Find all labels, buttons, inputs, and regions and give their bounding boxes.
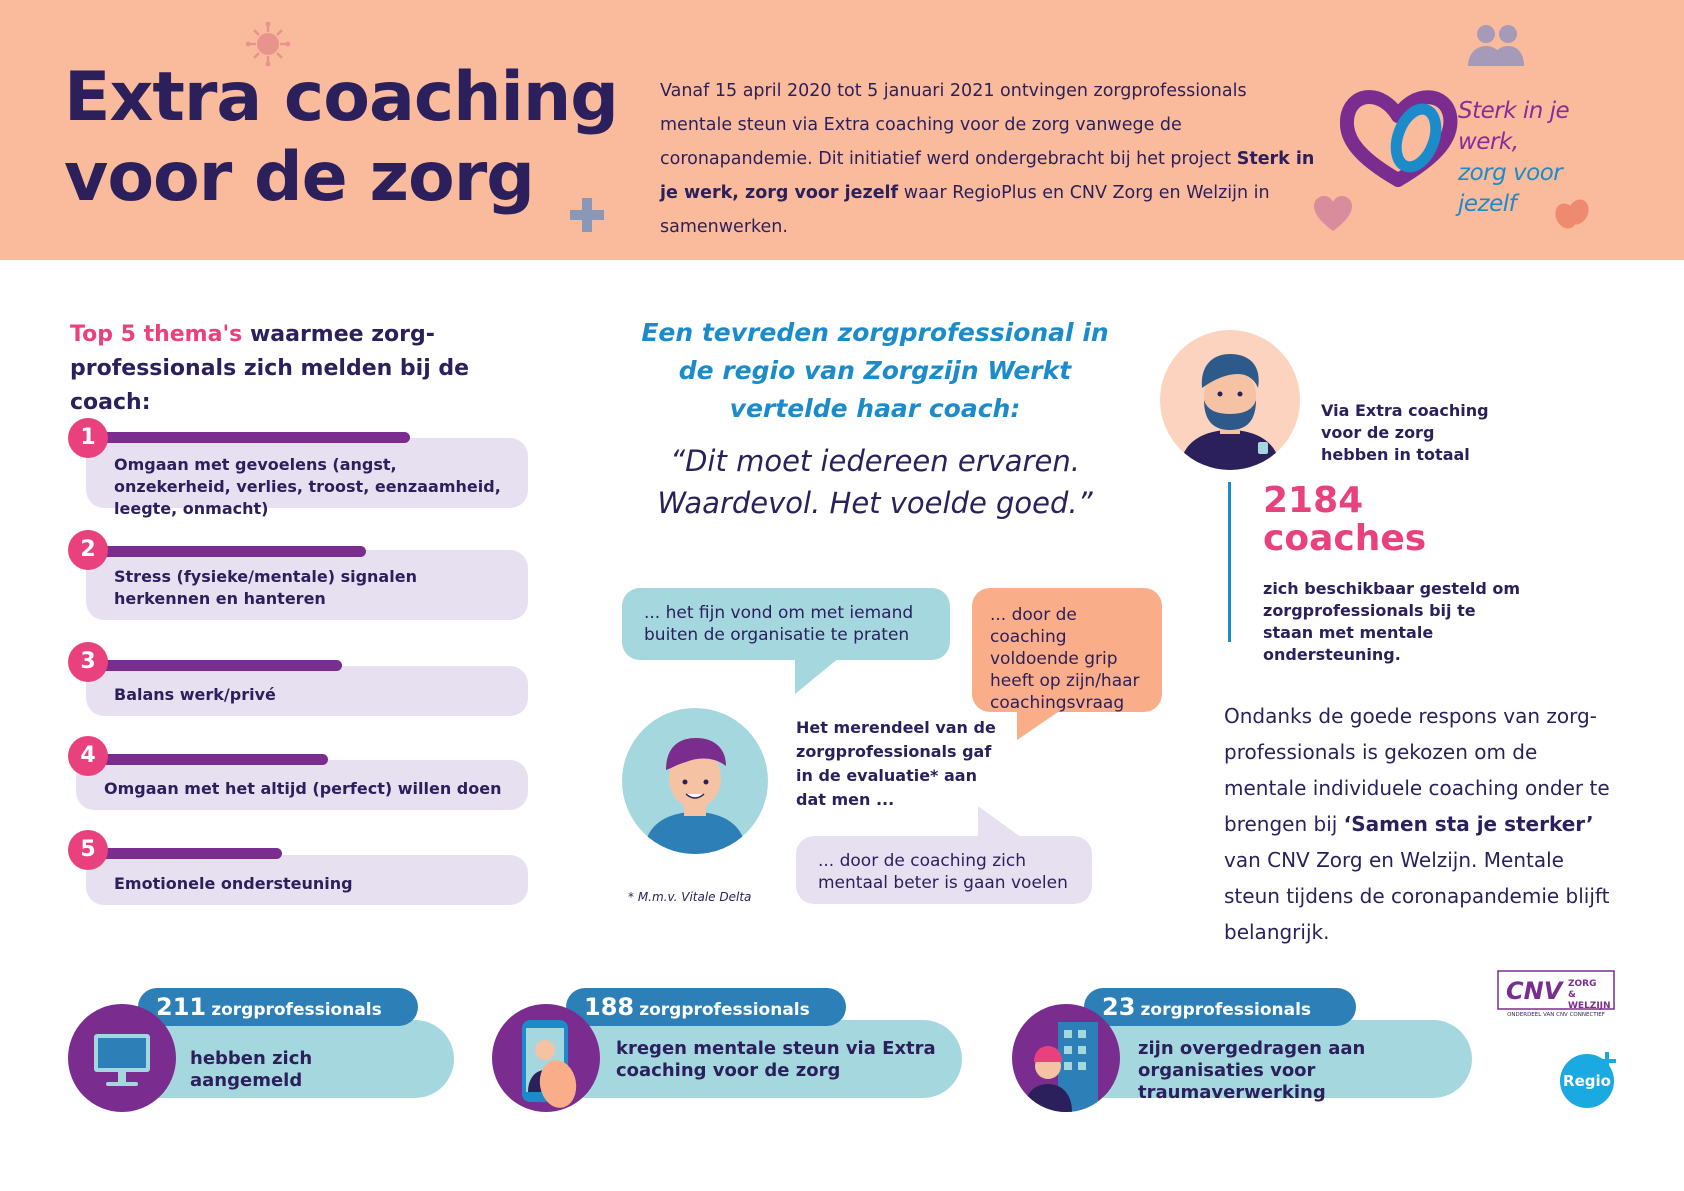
hands-icon: [1555, 199, 1589, 229]
top5-heading: Top 5 thema's waarmee zorg-professionals…: [70, 322, 470, 415]
logo-line-2: zorg voor jezelf: [1458, 160, 1563, 217]
cnv-tagline: ONDERDEEL VAN CNV CONNECTIEF: [1507, 1012, 1605, 1018]
stat-label: 23 zorgprofessionals: [1084, 988, 1356, 1026]
stat-text: kregen mentale steun via Extra coaching …: [616, 1038, 936, 1081]
bubble-text: ... het fijn vond om met iemand buiten d…: [644, 603, 914, 645]
stat-label: 188 zorgprofessionals: [566, 988, 846, 1026]
theme-bar: [96, 546, 366, 557]
speech-bubble-2: ... door de coaching voldoende grip heef…: [972, 588, 1162, 713]
coaches-count: 2184 coaches: [1263, 482, 1426, 558]
regio-text: Regio: [1563, 1072, 1611, 1090]
bubble-text: ... door de coaching zich mentaal beter …: [818, 851, 1068, 893]
title-line-2: voor de zorg: [64, 138, 535, 217]
quote-heading: Een tevreden zorgprofessional in de regi…: [641, 318, 1109, 423]
theme-bar: [96, 432, 410, 443]
cnv-logo: [1497, 970, 1615, 1010]
bubble-tail: [978, 806, 1022, 838]
theme-text: Omgaan met het altijd (perfect) willen d…: [104, 779, 502, 798]
logo-line-1: Sterk in je werk,: [1458, 98, 1570, 155]
theme-number: 4: [68, 736, 108, 776]
stat-unit: zorgprofessionals: [211, 1000, 382, 1020]
stat-label: 211 zorgprofessionals: [138, 988, 418, 1026]
divider-line: [1228, 482, 1231, 642]
stat-number: 211: [156, 993, 207, 1021]
stat-card: [1068, 1020, 1472, 1098]
theme-number: 3: [68, 642, 108, 682]
closing-paragraph: Ondanks de goede respons van zorg-profes…: [1224, 704, 1610, 944]
theme-text: Omgaan met gevoelens (angst, onzekerheid…: [114, 455, 501, 518]
logo-heart-icon: [1340, 90, 1458, 187]
coaches-intro: Via Extra coaching voor de zorg hebben i…: [1321, 401, 1489, 464]
heart-icon: [1314, 196, 1352, 231]
page-title: Extra coaching voor de zorg: [64, 58, 619, 218]
evaluation-intro: Het merendeel van de zorgprofessionals g…: [796, 718, 996, 809]
cnv-logo-text: CNV ZORG & WELZIJN: [1504, 976, 1614, 1011]
stat-icon-circle: [492, 1004, 600, 1112]
theme-item: Omgaan met het altijd (perfect) willen d…: [76, 760, 528, 810]
stat-number: 23: [1102, 993, 1136, 1021]
theme-number: 1: [68, 418, 108, 458]
coaches-unit: coaches: [1263, 518, 1427, 559]
title-line-1: Extra coaching: [64, 58, 619, 137]
person-building-icon: [1024, 1022, 1098, 1112]
stat-icon-circle: [68, 1004, 176, 1112]
speech-bubble-3: ... door de coaching zich mentaal beter …: [796, 836, 1092, 904]
theme-text: Stress (fysieke/mentale) signalen herken…: [114, 567, 417, 608]
theme-item: Balans werk/privé: [86, 666, 528, 716]
regio-plus-icon: [1598, 1052, 1616, 1070]
theme-text: Balans werk/privé: [114, 685, 276, 704]
cnv-main: CNV: [1506, 977, 1563, 1005]
bubble-text: ... door de coaching voldoende grip heef…: [990, 605, 1140, 713]
intro-text: Vanaf 15 april 2020 tot 5 januari 2021 o…: [660, 81, 1315, 237]
stat-unit: zorgprofessionals: [1140, 1000, 1312, 1020]
stat-number: 188: [584, 993, 635, 1021]
cnv-sub-2: & WELZIJN: [1568, 990, 1611, 1011]
coaches-number: 2184: [1263, 480, 1364, 521]
bubble-tail: [795, 658, 839, 694]
sterk-logo: Sterk in je werk, zorg voor jezelf: [1340, 84, 1620, 217]
footnote: * M.m.v. Vitale Delta: [628, 890, 752, 904]
theme-bar: [96, 848, 282, 859]
theme-item: Stress (fysieke/mentale) signalen herken…: [86, 550, 528, 620]
theme-text: Emotionele ondersteuning: [114, 874, 353, 893]
bubble-tail: [1017, 710, 1061, 740]
cnv-sub-1: ZORG: [1568, 979, 1597, 989]
monitor-icon: [94, 1034, 150, 1086]
woman-avatar-icon: [622, 708, 768, 854]
stat-icon-circle: [1012, 1004, 1120, 1112]
stat-text: hebben zich aangemeld: [190, 1048, 313, 1091]
theme-number: 2: [68, 530, 108, 570]
coach-avatar-icon: [1160, 330, 1300, 470]
theme-bar: [96, 660, 342, 671]
header-banner: Extra coaching voor de zorg Vanaf 15 apr…: [0, 0, 1684, 260]
coaches-description: zich beschikbaar gesteld om zorgprofessi…: [1263, 579, 1521, 664]
speech-bubble-1: ... het fijn vond om met iemand buiten d…: [622, 588, 950, 660]
plus-icon: [570, 198, 604, 232]
theme-bar: [96, 754, 328, 765]
virus-icon: [246, 22, 290, 66]
stat-text: zijn overgedragen aan organisaties voor …: [1138, 1038, 1366, 1103]
quote-text: “Dit moet iedereen ervaren. Waardevol. H…: [657, 444, 1093, 520]
theme-item: Emotionele ondersteuning: [86, 855, 528, 905]
phone-icon: [522, 1020, 577, 1108]
theme-number: 5: [68, 830, 108, 870]
people-icon: [1468, 25, 1524, 66]
theme-item: Omgaan met gevoelens (angst, onzekerheid…: [86, 438, 528, 518]
stat-unit: zorgprofessionals: [639, 1000, 810, 1020]
stat-card: [548, 1020, 962, 1098]
